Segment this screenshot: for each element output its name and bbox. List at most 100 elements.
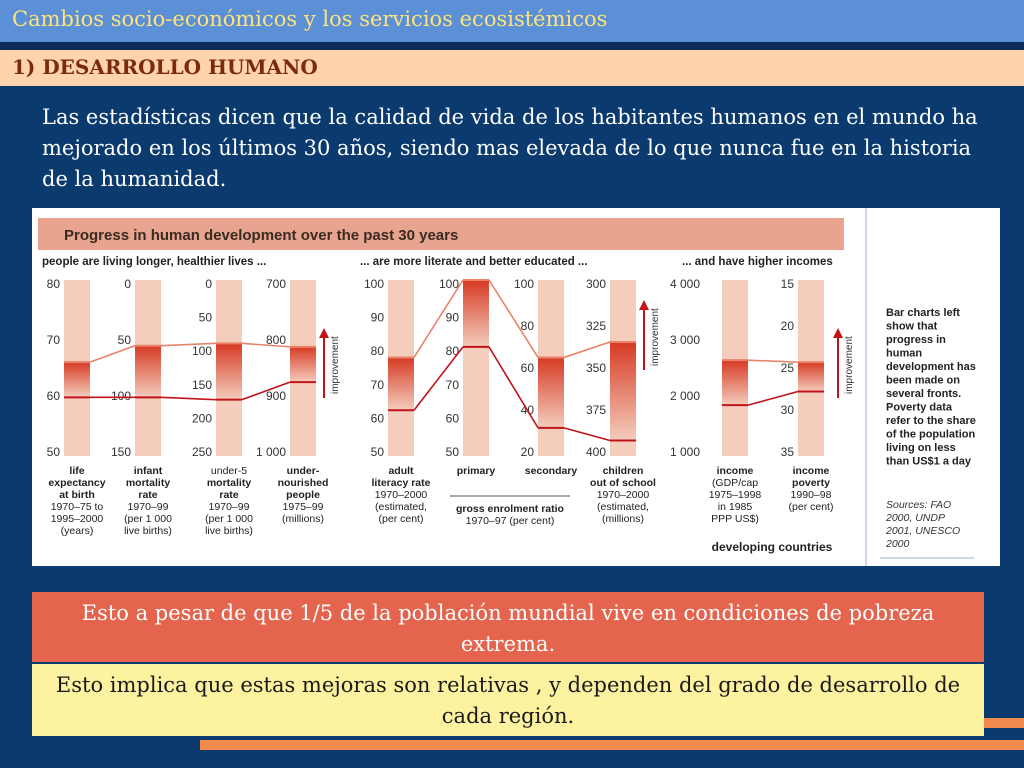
tick-label: 1 000 — [670, 445, 700, 459]
series-label: expectancy — [48, 477, 105, 489]
tick-label: 100 — [364, 277, 384, 291]
series-label: PPP US$) — [711, 513, 759, 525]
series-label: (per cent) — [379, 513, 424, 525]
tick-label: 100 — [514, 277, 534, 291]
tick-label: 50 — [199, 311, 213, 325]
sources-line: 2000 — [885, 538, 910, 550]
side-note-line: living on less — [886, 442, 956, 454]
side-note-line: Poverty data — [886, 402, 953, 414]
side-note-line: human — [886, 348, 922, 360]
tick-label: 50 — [47, 445, 61, 459]
series-label: rate — [138, 489, 157, 501]
series-label: at birth — [59, 489, 95, 501]
enrolment-label: gross enrolment ratio — [456, 503, 564, 515]
tick-label: 50 — [371, 445, 385, 459]
chart-title: Progress in human development over the p… — [64, 227, 458, 244]
improvement-bar — [538, 357, 564, 428]
tick-label: 700 — [266, 277, 286, 291]
series-label: 1970–99 — [209, 501, 250, 513]
tick-label: 4 000 — [670, 277, 700, 291]
improvement-bar — [64, 362, 90, 398]
tick-label: 70 — [446, 378, 460, 392]
improvement-bar — [463, 280, 489, 347]
tick-label: 400 — [586, 445, 606, 459]
improvement-bar — [722, 360, 748, 406]
series-label: under-5 — [211, 465, 247, 477]
tick-label: 100 — [439, 277, 459, 291]
tick-label: 60 — [521, 361, 535, 375]
tick-label: 200 — [192, 411, 212, 425]
poverty-callout: Esto a pesar de que 1/5 de la población … — [32, 592, 984, 662]
tick-label: 2 000 — [670, 389, 700, 403]
tick-label: 80 — [371, 344, 385, 358]
recent-connector — [89, 344, 136, 363]
series-label: adult — [388, 465, 414, 477]
series-label: literacy rate — [372, 477, 431, 489]
series-label: people — [286, 489, 320, 501]
tick-label: 90 — [446, 311, 460, 325]
tick-label: 50 — [118, 333, 132, 347]
tick-label: 800 — [266, 333, 286, 347]
title-bar: Cambios socio-económicos y los servicios… — [0, 0, 1024, 42]
series-label: (estimated, — [375, 501, 427, 513]
developing-label: developing countries — [712, 540, 833, 554]
earlier-connector — [413, 346, 464, 411]
sources-line: Sources: FAO — [886, 499, 951, 511]
recent-connector — [747, 359, 799, 363]
tick-label: 1 000 — [256, 445, 286, 459]
side-note-line: than US$1 a day — [886, 456, 972, 468]
slide-title: Cambios socio-económicos y los servicios… — [12, 7, 608, 31]
series-label: (per cent) — [789, 501, 834, 513]
improvement-arrowhead — [833, 328, 843, 338]
recent-connector — [241, 342, 291, 348]
series-label: 1995–2000 — [51, 513, 104, 525]
series-label: live births) — [205, 525, 253, 537]
tick-label: 25 — [781, 361, 795, 375]
human-development-chart: Progress in human development over the p… — [38, 208, 976, 566]
tick-label: 350 — [586, 361, 606, 375]
improvement-bar — [216, 343, 242, 400]
series-label: (years) — [61, 525, 94, 537]
improvement-label: improvement — [650, 308, 661, 366]
improvement-bar — [290, 346, 316, 383]
tick-label: 15 — [781, 277, 795, 291]
series-label: infant — [134, 465, 163, 477]
series-label: 1970–75 to — [51, 501, 104, 513]
improvement-label: improvement — [330, 336, 341, 394]
tick-label: 70 — [47, 333, 61, 347]
improvement-arrowhead — [319, 328, 329, 338]
section-heading: 1) DESARROLLO HUMANO — [12, 55, 318, 79]
series-label: nourished — [278, 477, 329, 489]
recent-connector — [160, 342, 217, 347]
decor-strip-bottom — [200, 740, 1024, 750]
decor-strip-right — [984, 718, 1024, 728]
tick-label: 20 — [781, 319, 795, 333]
title-divider — [0, 42, 1024, 50]
sources-line: 2001, UNESCO — [885, 525, 960, 537]
tick-label: 50 — [446, 445, 460, 459]
section-caption: people are living longer, healthier live… — [42, 256, 266, 268]
chart-panel: Progress in human development over the p… — [32, 208, 1000, 566]
series-label: children — [603, 465, 644, 477]
series-label: (estimated, — [597, 501, 649, 513]
earlier-connector — [241, 381, 291, 401]
tick-label: 150 — [111, 445, 131, 459]
series-label: live births) — [124, 525, 172, 537]
improvement-bar — [135, 345, 161, 398]
tick-label: 300 — [586, 277, 606, 291]
tick-label: 900 — [266, 389, 286, 403]
intro-paragraph: Las estadísticas dicen que la calidad de… — [42, 105, 978, 191]
section-caption: ... are more literate and better educate… — [360, 256, 588, 268]
tick-label: 150 — [192, 378, 212, 392]
recent-connector — [413, 279, 464, 358]
relativity-callout: Esto implica que estas mejoras son relat… — [32, 664, 984, 736]
tick-label: 0 — [124, 277, 131, 291]
tick-label: 80 — [47, 277, 61, 291]
improvement-bar — [388, 357, 414, 411]
tick-label: 30 — [781, 403, 795, 417]
improvement-bar — [798, 362, 824, 392]
tick-label: 3 000 — [670, 333, 700, 347]
side-note-line: of the population — [886, 429, 975, 441]
series-label: 1990–98 — [791, 489, 832, 501]
section-caption: ... and have higher incomes — [682, 256, 833, 268]
